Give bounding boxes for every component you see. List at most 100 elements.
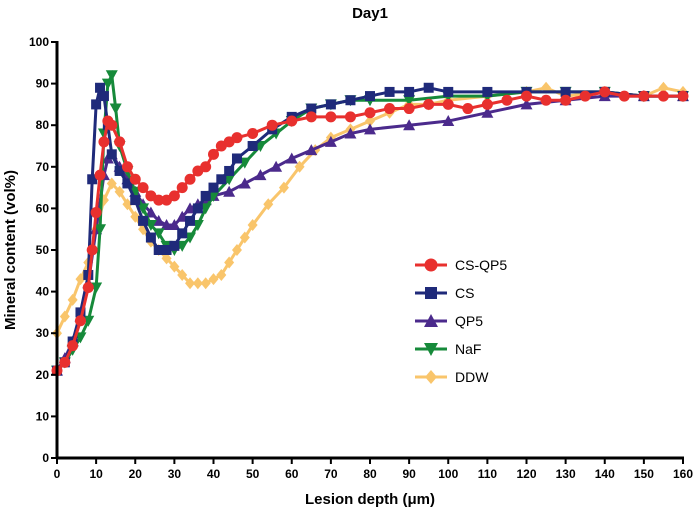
legend-item: NaF bbox=[415, 341, 481, 357]
data-point bbox=[122, 178, 133, 189]
data-point bbox=[185, 215, 196, 226]
data-point bbox=[345, 95, 356, 106]
data-point bbox=[192, 277, 203, 290]
data-point bbox=[161, 252, 172, 265]
data-point bbox=[231, 132, 243, 144]
data-point bbox=[168, 190, 180, 202]
data-point bbox=[520, 98, 533, 110]
data-point bbox=[224, 165, 235, 176]
data-point bbox=[176, 182, 188, 194]
data-point bbox=[95, 82, 106, 93]
y-tick-label: 70 bbox=[36, 160, 50, 174]
data-point bbox=[404, 86, 415, 97]
data-point bbox=[425, 287, 437, 299]
legend-item: CS bbox=[415, 285, 474, 301]
data-point bbox=[138, 215, 149, 226]
data-point bbox=[184, 173, 196, 185]
x-tick-label: 70 bbox=[324, 467, 338, 481]
data-point bbox=[247, 128, 259, 140]
data-point bbox=[106, 149, 117, 160]
x-tick-label: 30 bbox=[168, 467, 182, 481]
y-tick-label: 0 bbox=[42, 451, 49, 465]
data-point bbox=[208, 273, 219, 286]
data-point bbox=[658, 81, 669, 94]
data-point bbox=[294, 160, 305, 173]
data-point bbox=[231, 153, 242, 164]
data-point bbox=[278, 181, 289, 194]
data-point bbox=[74, 315, 86, 327]
data-point bbox=[200, 277, 211, 290]
x-tick-label: 90 bbox=[402, 467, 416, 481]
x-tick-label: 130 bbox=[556, 467, 576, 481]
data-point bbox=[129, 173, 141, 185]
data-point bbox=[443, 86, 454, 97]
data-point bbox=[109, 103, 122, 115]
legend: CS-QP5 CS QP5 NaF DDW bbox=[415, 257, 507, 385]
data-point bbox=[137, 182, 149, 194]
data-point bbox=[442, 115, 455, 127]
x-tick-label: 80 bbox=[363, 467, 377, 481]
data-point bbox=[161, 245, 172, 255]
data-point bbox=[247, 141, 258, 151]
data-point bbox=[247, 219, 258, 232]
data-point bbox=[75, 273, 86, 286]
data-point bbox=[424, 343, 438, 356]
data-point bbox=[344, 111, 356, 123]
data-point bbox=[94, 224, 107, 236]
x-tick-label: 60 bbox=[285, 467, 299, 481]
data-point bbox=[177, 268, 188, 281]
data-point bbox=[145, 232, 156, 243]
data-point bbox=[285, 152, 298, 164]
data-point bbox=[501, 94, 513, 106]
legend-label: CS-QP5 bbox=[455, 257, 507, 273]
data-point bbox=[540, 94, 552, 106]
data-point bbox=[638, 90, 650, 102]
data-point bbox=[462, 103, 474, 115]
data-point bbox=[231, 244, 242, 256]
data-point bbox=[423, 98, 435, 110]
x-tick-label: 0 bbox=[54, 467, 61, 481]
axes: 0 10 20 30 40 50 60 70 80 90 100 110 120 130 140 150 160… bbox=[29, 35, 693, 481]
data-point bbox=[364, 107, 376, 119]
data-point bbox=[192, 203, 203, 214]
x-tick-label: 50 bbox=[246, 467, 260, 481]
data-point bbox=[618, 90, 630, 102]
data-point bbox=[122, 198, 133, 211]
x-tick-label: 40 bbox=[207, 467, 221, 481]
data-point bbox=[208, 148, 219, 160]
data-point bbox=[403, 119, 416, 131]
legend-label: DDW bbox=[455, 369, 489, 385]
data-point bbox=[306, 103, 317, 114]
data-point bbox=[216, 268, 227, 281]
data-point bbox=[82, 281, 94, 293]
data-point bbox=[239, 231, 250, 244]
data-point bbox=[200, 161, 212, 173]
y-tick-label: 100 bbox=[29, 35, 49, 49]
data-point bbox=[94, 169, 106, 181]
data-point bbox=[286, 115, 298, 127]
data-point bbox=[423, 82, 434, 93]
x-tick-label: 150 bbox=[634, 467, 654, 481]
y-tick-label: 90 bbox=[36, 77, 50, 91]
data-point bbox=[305, 111, 317, 123]
data-point bbox=[324, 135, 337, 147]
data-point bbox=[270, 160, 283, 172]
data-point bbox=[185, 277, 196, 290]
data-point bbox=[160, 219, 173, 231]
legend-item: CS-QP5 bbox=[415, 257, 507, 273]
data-point bbox=[305, 144, 318, 156]
data-point bbox=[177, 228, 188, 239]
data-point bbox=[442, 98, 454, 110]
legend-label: CS bbox=[455, 285, 474, 301]
data-point bbox=[254, 169, 267, 181]
x-tick-label: 110 bbox=[478, 467, 498, 481]
data-point bbox=[223, 185, 236, 197]
y-tick-label: 20 bbox=[36, 368, 50, 382]
data-point bbox=[137, 203, 150, 215]
data-point bbox=[90, 207, 102, 219]
data-point bbox=[130, 195, 141, 206]
x-tick-label: 160 bbox=[673, 467, 693, 481]
x-tick-label: 140 bbox=[595, 467, 615, 481]
data-point bbox=[114, 165, 125, 176]
data-point bbox=[238, 177, 251, 189]
